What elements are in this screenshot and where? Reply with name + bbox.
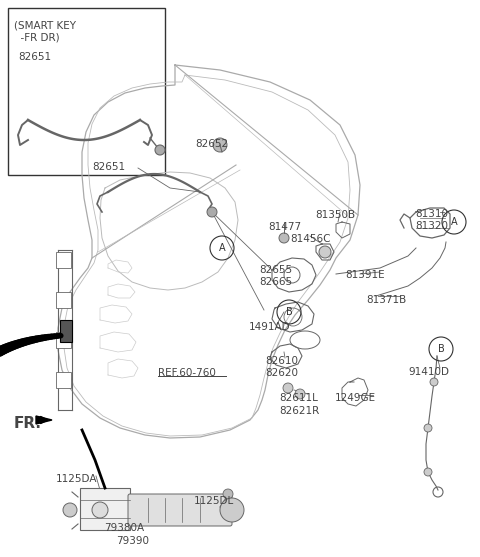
Polygon shape (36, 416, 52, 424)
Text: (SMART KEY: (SMART KEY (14, 20, 76, 30)
Circle shape (220, 498, 244, 522)
Circle shape (63, 503, 77, 517)
Text: 1249GE: 1249GE (335, 393, 376, 403)
Circle shape (283, 383, 293, 393)
Text: 1125DA: 1125DA (56, 474, 97, 484)
Text: 79380A: 79380A (104, 523, 144, 533)
Text: 82665: 82665 (259, 277, 292, 287)
FancyBboxPatch shape (60, 320, 72, 342)
Circle shape (207, 207, 217, 217)
FancyBboxPatch shape (80, 488, 130, 530)
Text: 81371B: 81371B (366, 295, 406, 305)
Circle shape (92, 502, 108, 518)
Text: 79390: 79390 (116, 536, 149, 546)
Circle shape (430, 378, 438, 386)
FancyBboxPatch shape (56, 292, 71, 308)
Text: 82651: 82651 (92, 162, 125, 172)
Text: REF.60-760: REF.60-760 (158, 368, 216, 378)
Circle shape (295, 389, 305, 399)
Circle shape (155, 145, 165, 155)
Text: 1491AD: 1491AD (249, 322, 290, 332)
FancyBboxPatch shape (128, 494, 232, 526)
Text: 81320: 81320 (415, 221, 448, 231)
Circle shape (319, 246, 331, 258)
Circle shape (424, 424, 432, 432)
FancyBboxPatch shape (56, 252, 71, 268)
Text: 81350B: 81350B (315, 210, 355, 220)
Circle shape (223, 489, 233, 499)
FancyBboxPatch shape (56, 332, 71, 348)
Text: FR.: FR. (14, 416, 42, 431)
Text: A: A (219, 243, 225, 253)
Text: B: B (286, 307, 292, 317)
Text: 1125DL: 1125DL (194, 496, 234, 506)
Text: 81310: 81310 (415, 209, 448, 219)
Text: 91410D: 91410D (408, 367, 449, 377)
Text: 82655: 82655 (259, 265, 292, 275)
Text: 82651: 82651 (18, 52, 51, 62)
Circle shape (424, 468, 432, 476)
Text: 81477: 81477 (268, 222, 301, 232)
FancyBboxPatch shape (56, 372, 71, 388)
Text: 82652: 82652 (195, 139, 228, 149)
Text: -FR DR): -FR DR) (14, 33, 60, 43)
Text: A: A (451, 217, 457, 227)
Text: 82611L: 82611L (279, 393, 318, 403)
Text: 82620: 82620 (265, 368, 298, 378)
Circle shape (213, 138, 227, 152)
Text: 81391E: 81391E (345, 270, 384, 280)
Circle shape (279, 233, 289, 243)
Text: B: B (438, 344, 444, 354)
FancyBboxPatch shape (8, 8, 165, 175)
Text: 81456C: 81456C (290, 234, 331, 244)
Text: 82621R: 82621R (279, 406, 319, 416)
Text: 82610: 82610 (265, 356, 298, 366)
